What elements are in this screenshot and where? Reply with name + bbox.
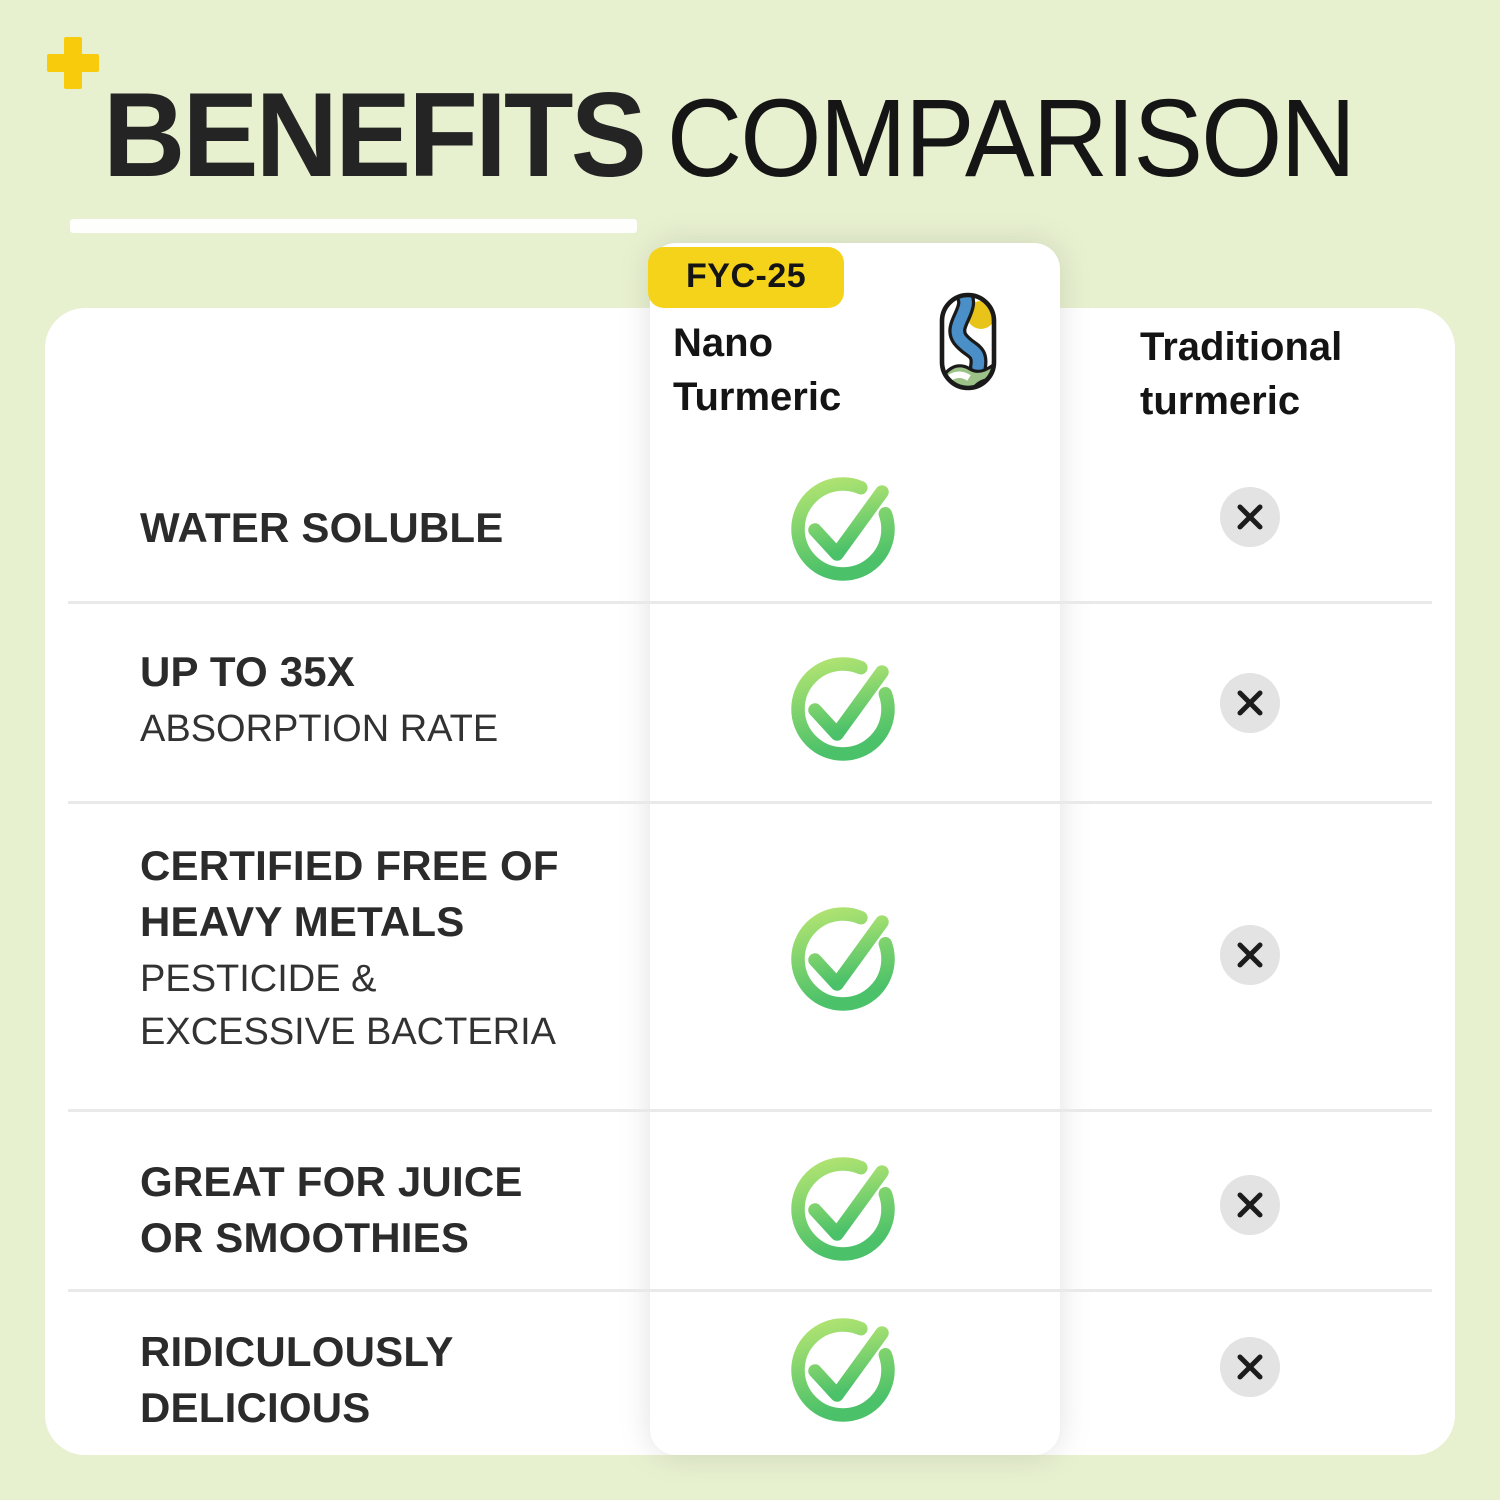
benefit-label-delicious: RIDICULOUSLY DELICIOUS: [140, 1324, 630, 1436]
check-circle-icon: [785, 1145, 905, 1265]
title-underline: [70, 219, 637, 233]
row-divider: [68, 1109, 1432, 1112]
plus-icon: [47, 37, 99, 89]
cross-icon: [1220, 487, 1280, 547]
benefit-title: GREAT FOR JUICE OR SMOOTHIES: [140, 1158, 523, 1261]
benefit-title: WATER SOLUBLE: [140, 504, 504, 551]
benefit-label-certified-free: CERTIFIED FREE OF HEAVY METALS PESTICIDE…: [140, 838, 630, 1059]
cross-icon: [1220, 1337, 1280, 1397]
page-title: BENEFITS COMPARISON: [103, 74, 1356, 200]
benefit-title: UP TO 35X: [140, 648, 356, 695]
check-circle-icon: [785, 895, 905, 1015]
benefit-subtitle: PESTICIDE & EXCESSIVE BACTERIA: [140, 958, 557, 1053]
check-circle-icon: [785, 645, 905, 765]
check-circle-icon: [785, 1306, 905, 1426]
row-divider: [68, 601, 1432, 604]
column-header-traditional-turmeric: Traditional turmeric: [1140, 325, 1343, 423]
nature-pill-logo-icon: [939, 292, 997, 391]
benefit-title: RIDICULOUSLY DELICIOUS: [140, 1328, 454, 1431]
benefit-title: CERTIFIED FREE OF HEAVY METALS: [140, 842, 559, 945]
nano-turmeric-column-card: [650, 243, 1060, 1455]
row-divider: [68, 801, 1432, 804]
product-code-badge: FYC-25: [648, 247, 845, 308]
check-circle-icon: [785, 465, 905, 585]
column-header-nano-turmeric: Nano Turmeric: [673, 321, 842, 419]
page-title-primary: BENEFITS: [103, 68, 647, 202]
row-divider: [68, 1289, 1432, 1292]
cross-icon: [1220, 673, 1280, 733]
cross-icon: [1220, 1175, 1280, 1235]
benefit-label-juice-smoothies: GREAT FOR JUICE OR SMOOTHIES: [140, 1154, 630, 1266]
cross-icon: [1220, 925, 1280, 985]
benefit-label-absorption: UP TO 35X ABSORPTION RATE: [140, 644, 630, 756]
page-title-secondary: COMPARISON: [666, 77, 1356, 200]
benefit-label-water-soluble: WATER SOLUBLE: [140, 500, 630, 556]
benefit-subtitle: ABSORPTION RATE: [140, 708, 499, 750]
